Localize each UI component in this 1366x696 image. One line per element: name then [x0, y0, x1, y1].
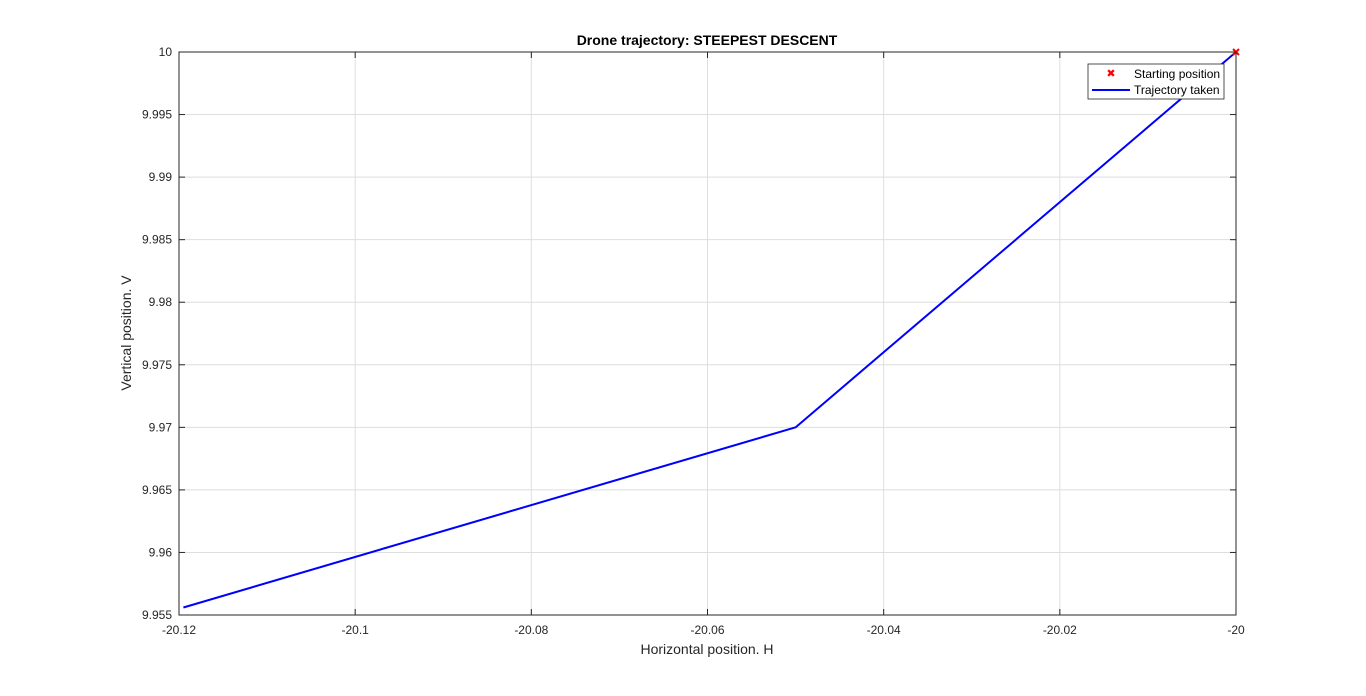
y-tick-label: 9.97: [149, 420, 173, 434]
y-tick-label: 9.955: [142, 608, 172, 622]
chart-title: Drone trajectory: STEEPEST DESCENT: [577, 32, 838, 48]
tick-labels: -20.12 -20.1 -20.08 -20.06 -20.04 -20.02 -20 9.…: [142, 45, 1245, 637]
x-tick-label: -20: [1227, 623, 1245, 637]
y-tick-label: 9.98: [149, 295, 173, 309]
y-axis-label: Vertical position. V: [118, 275, 134, 391]
y-tick-label: 9.975: [142, 358, 172, 372]
y-tick-label: 10: [159, 45, 173, 59]
legend-label-trajectory-taken: Trajectory taken: [1134, 83, 1220, 97]
legend-entry-trajectory-taken: Trajectory taken: [1092, 83, 1220, 97]
legend: ✖ Starting position Trajectory taken: [1087, 63, 1225, 100]
legend-marker-x-icon: ✖: [1106, 68, 1115, 80]
y-tick-label: 9.96: [149, 545, 173, 559]
x-tick-label: -20.04: [867, 623, 901, 637]
y-tick-label: 9.985: [142, 233, 172, 247]
x-tick-label: -20.1: [341, 623, 369, 637]
x-tick-label: -20.02: [1043, 623, 1077, 637]
y-tick-label: 9.965: [142, 483, 172, 497]
tick-marks: [178, 51, 1237, 616]
x-tick-label: -20.08: [514, 623, 548, 637]
legend-entry-starting-position: ✖ Starting position: [1106, 67, 1220, 81]
x-axis-label: Horizontal position. H: [640, 641, 773, 657]
trajectory-line: [183, 51, 1237, 609]
y-tick-label: 9.99: [149, 170, 173, 184]
x-tick-label: -20.12: [162, 623, 196, 637]
x-tick-label: -20.06: [690, 623, 724, 637]
legend-box: [1087, 63, 1225, 100]
y-tick-label: 9.995: [142, 108, 172, 122]
legend-label-starting-position: Starting position: [1134, 67, 1220, 81]
